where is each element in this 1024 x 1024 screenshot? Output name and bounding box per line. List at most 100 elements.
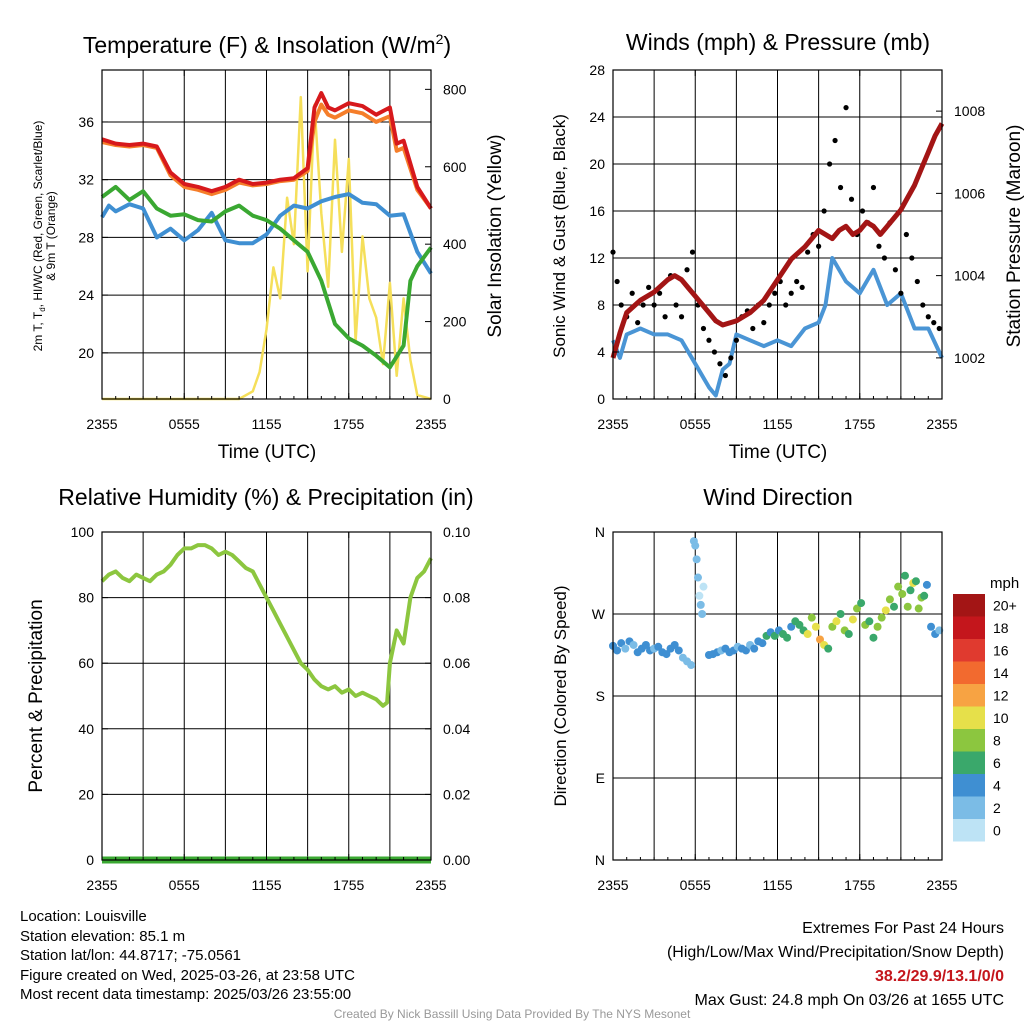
wind-gust-point — [903, 231, 909, 238]
wind-xtick-label: 2355 — [597, 416, 628, 432]
temp-ytick-right-label: 0 — [443, 391, 451, 407]
dir-point — [687, 661, 696, 670]
wind-gust-point — [816, 243, 822, 249]
dir-legend-swatch — [953, 819, 985, 842]
rh-ytick-right-label: 0.04 — [443, 721, 470, 737]
wind-gust-point — [826, 161, 833, 167]
wind-gust-point — [750, 325, 756, 332]
dir-point — [698, 610, 707, 618]
wind-ytick-right-label: 1006 — [954, 185, 985, 201]
wind-xtick-label: 1155 — [762, 416, 792, 432]
wind-ytick-label: 24 — [589, 109, 605, 125]
dir-ytick-label: W — [592, 606, 606, 622]
rh-xtick-label: 2355 — [415, 877, 446, 893]
rh-ytick-right-label: 0.00 — [443, 852, 470, 868]
wind-gust-point — [837, 184, 844, 191]
dir-point — [824, 644, 833, 653]
info-created: Figure created on Wed, 2025-03-26, at 23… — [20, 966, 355, 984]
dir-point — [911, 577, 920, 586]
temp-ylabel-right: Solar Insolation (Yellow) — [485, 134, 506, 337]
wind-gust-point — [629, 290, 635, 296]
wind-ytick-right-label: 1008 — [954, 103, 985, 119]
wind-gust-point — [821, 208, 827, 214]
dir-legend-swatch — [953, 796, 985, 819]
dir-point — [811, 622, 820, 631]
dir-xtick-label: 0555 — [680, 877, 711, 893]
dir-point — [894, 582, 903, 591]
info-location: Location: Louisville — [20, 908, 147, 925]
temp-ylabel-left-2: & 9m T (Orange) — [44, 191, 58, 281]
dir-point — [865, 617, 874, 626]
dir-point — [617, 639, 626, 648]
rh-ytick-label: 100 — [71, 524, 95, 540]
dir-legend-label: 18 — [993, 620, 1009, 636]
wind-gust-point — [788, 290, 794, 296]
rh-ytick-label: 40 — [78, 721, 94, 737]
wind-gust-point — [689, 249, 696, 255]
dir-point — [699, 582, 708, 591]
wind-gust-point — [898, 290, 904, 296]
dir-legend-swatch — [953, 594, 985, 617]
dir-point — [750, 644, 759, 653]
dir-point — [692, 555, 701, 564]
dir-legend-swatch — [953, 729, 985, 752]
temp-xtick-label: 2355 — [415, 416, 446, 432]
wind-xtick-label: 0555 — [680, 416, 711, 432]
temp-ytick-label: 28 — [78, 229, 94, 245]
dir-point — [641, 640, 650, 649]
wind-gust-point — [925, 314, 931, 320]
dir-point — [935, 626, 944, 635]
temp-ytick-label: 36 — [78, 114, 94, 130]
temp-series-dewpoint — [100, 184, 433, 370]
wind-gust-point — [848, 196, 855, 202]
wind-ytick-right-label: 1002 — [954, 350, 985, 366]
wind-ylabel-left: Sonic Wind & Gust (Blue, Black) — [550, 114, 569, 358]
info-latlon: Station lat/lon: 44.8717; -75.0561 — [20, 947, 242, 964]
dir-title: Wind Direction — [703, 484, 853, 510]
wind-gust-point — [651, 302, 657, 308]
rh-series-rh — [100, 543, 433, 708]
wind-gust-point — [678, 314, 685, 320]
dir-point — [670, 640, 679, 649]
rh-ytick-label: 0 — [86, 852, 94, 868]
wind-ytick-label: 16 — [589, 203, 605, 219]
dir-legend-label: 2 — [993, 800, 1001, 816]
extremes-title: Extremes For Past 24 Hours — [802, 920, 1004, 937]
dir-point — [903, 602, 912, 611]
dir-point — [696, 600, 705, 609]
rh-ytick-label: 80 — [78, 590, 94, 606]
dir-point — [885, 595, 894, 604]
dir-legend-swatch — [953, 639, 985, 662]
wind-gust-point — [684, 267, 690, 273]
dir-point — [877, 613, 886, 622]
wind-gust-point — [662, 314, 668, 320]
dir-point — [815, 635, 824, 644]
dir-point — [836, 610, 845, 618]
wind-gust-point — [722, 372, 729, 379]
info-elevation: Station elevation: 85.1 m — [20, 927, 186, 945]
temp-ytick-right-label: 600 — [443, 159, 467, 175]
rh-title: Relative Humidity (%) & Precipitation (i… — [58, 484, 473, 510]
wind-gust-point — [936, 325, 942, 332]
dir-point — [629, 640, 638, 649]
dir-point — [869, 633, 878, 642]
credit-line: Created By Nick Bassill Using Data Provi… — [333, 1007, 691, 1021]
dir-point — [783, 633, 792, 642]
temp-ytick-right-label: 400 — [443, 236, 467, 252]
dir-point — [848, 615, 857, 624]
temp-ylabel-left: 2m T, Td, HI/WC (Red, Green, Scarlet/Blu… — [31, 121, 47, 352]
dir-point — [758, 639, 767, 648]
wind-gust-point — [717, 361, 723, 367]
temp-xtick-label: 2355 — [86, 416, 117, 432]
dir-legend-swatch — [953, 706, 985, 729]
wind-gust-point — [783, 302, 789, 308]
temp-ytick-label: 20 — [78, 345, 94, 361]
wind-gust-point — [920, 302, 926, 308]
dir-ytick-label: E — [596, 770, 605, 786]
dir-legend-label: 16 — [993, 642, 1009, 658]
dir-legend-swatch — [953, 751, 985, 774]
rh-ytick-right-label: 0.02 — [443, 786, 470, 802]
wind-gust-point — [761, 320, 767, 326]
dir-point — [922, 580, 931, 589]
dir-point — [873, 622, 882, 631]
